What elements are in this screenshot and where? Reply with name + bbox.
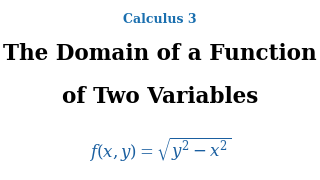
Text: The Domain of a Function: The Domain of a Function (3, 43, 317, 65)
Text: of Two Variables: of Two Variables (62, 86, 258, 108)
Text: $f(x, y) = \sqrt{y^2 - x^2}$: $f(x, y) = \sqrt{y^2 - x^2}$ (89, 135, 231, 163)
Text: Calculus 3: Calculus 3 (123, 13, 197, 26)
